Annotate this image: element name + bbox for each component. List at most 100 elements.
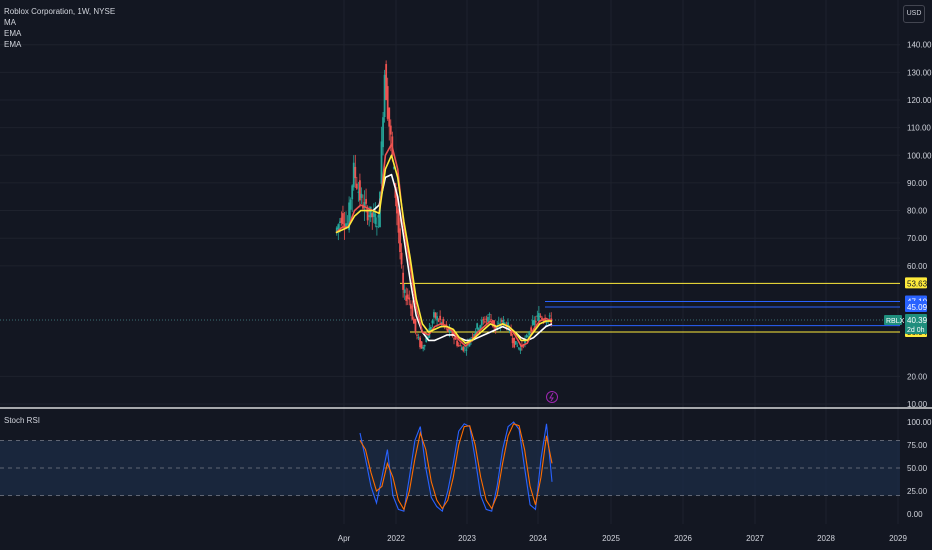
chart-legend: Roblox Corporation, 1W, NYSE MA EMA EMA [4,6,115,50]
stoch-rsi-pane: 100.00 75.00 50.00 25.00 0.00 [0,418,932,519]
candle-body [487,316,489,322]
candle-body [374,213,377,224]
candle-body [337,224,340,230]
candle-body [368,215,371,217]
y-tick-label: 70.00 [907,234,928,243]
level-label: 45.09 [907,303,928,312]
candle-body [377,215,380,218]
candle-body [342,213,344,225]
x-tick-label: 2024 [529,534,547,543]
candle-body [385,64,388,101]
candle-body [399,228,401,253]
candle-body [500,320,503,322]
ma-line-1 [335,143,553,347]
osc-tick-label: 50.00 [907,464,928,473]
candle-body [434,312,437,318]
candle-body [476,323,479,330]
last-price-bg [905,314,927,335]
horizontal-levels [0,282,900,333]
candle-body [354,166,357,179]
candle-body [537,313,540,322]
candle-body [530,327,533,332]
candle-body [542,320,545,322]
candle-body [446,328,449,332]
candle-body [505,324,508,329]
level-label: 53.63 [907,279,928,288]
candle-body [450,330,452,333]
candle-body [352,162,355,188]
candle-body [474,331,477,336]
osc-tick-label: 100.00 [907,418,932,427]
candle-body [382,117,384,148]
candle-body [477,328,480,331]
y-tick-label: 110.00 [907,124,931,133]
y-tick-label: 20.00 [907,372,928,381]
candle-body [416,334,418,336]
y-tick-label: 80.00 [907,207,928,216]
candle-body [408,297,411,300]
candle-body [460,347,463,351]
candle-body [345,223,347,227]
candle-body [338,221,341,223]
candle-body [513,337,516,348]
candle-body [510,329,513,336]
candle-body [357,191,360,193]
countdown-label: 2d 0h [907,327,925,334]
candle-body [483,321,486,323]
x-tick-label: Apr [338,534,351,543]
symbol-title[interactable]: Roblox Corporation, 1W, NYSE [4,7,116,16]
candle-body [365,199,367,204]
chart-marks [546,391,558,403]
candle-body [463,347,466,349]
indicator-ma[interactable]: MA [4,18,16,27]
candle-body [429,326,432,330]
ma-line-0 [372,173,553,342]
candle-body [465,349,468,351]
candle-body [541,317,543,320]
candle-body [343,223,346,228]
indicator-ema-2[interactable]: EMA [4,40,22,49]
candle-body [413,318,415,324]
indicator-ema-1[interactable]: EMA [4,29,22,38]
candle-body [417,337,420,339]
lightning-icon [549,392,554,402]
x-tick-label: 2026 [674,534,692,543]
candle-body [462,346,465,351]
candle-body [456,340,459,346]
stoch-line-d [359,423,553,511]
event-circle [546,391,558,403]
candle-body [490,319,492,321]
candle-body [423,344,426,347]
candle-body [419,337,421,348]
candle-body [383,74,386,118]
y-tick-label: 120.00 [907,96,932,105]
y-tick-label: 100.00 [907,151,932,160]
candle-body [502,319,505,325]
x-tick-label: 2027 [746,534,764,543]
candle-body [440,322,443,324]
candle-body [411,305,414,320]
x-tick-label: 2023 [458,534,476,543]
y-tick-label: 10.00 [907,400,928,409]
time-axis: Apr 2022 2023 2024 2025 2026 2027 2028 2029 [338,534,908,543]
level-label-bg [905,301,927,313]
oscillator-title[interactable]: Stoch RSI [4,416,41,425]
currency-button[interactable]: USD [903,5,925,23]
candle-body [451,330,454,337]
candle-body [497,322,500,324]
candle-body [539,315,542,317]
candle-body [479,325,482,329]
candle-body [369,206,372,218]
candle-body [527,335,529,337]
candle-body [403,289,406,293]
x-tick-label: 2028 [817,534,835,543]
candle-body [346,223,349,225]
candle-body [468,341,471,347]
candle-body [386,86,389,119]
y-tick-label: 60.00 [907,262,928,271]
x-tick-label: 2025 [602,534,620,543]
candle-body [420,341,423,349]
candle-body [457,345,460,347]
candle-body [480,319,483,326]
